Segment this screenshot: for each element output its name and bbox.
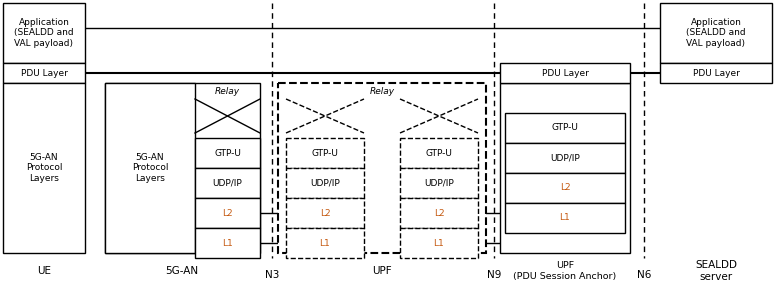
FancyBboxPatch shape — [286, 138, 364, 168]
Text: Application
(SEALDD and
VAL payload): Application (SEALDD and VAL payload) — [686, 18, 746, 48]
Text: UDP/IP: UDP/IP — [424, 179, 454, 187]
Text: L1: L1 — [223, 239, 233, 248]
Text: UDP/IP: UDP/IP — [310, 179, 340, 187]
FancyBboxPatch shape — [278, 83, 486, 253]
Text: Application
(SEALDD and
VAL payload): Application (SEALDD and VAL payload) — [14, 18, 74, 48]
Text: 5G-AN
Protocol
Layers: 5G-AN Protocol Layers — [131, 153, 168, 183]
Text: L2: L2 — [433, 208, 444, 217]
FancyBboxPatch shape — [286, 168, 364, 198]
Text: UE: UE — [37, 266, 51, 276]
FancyBboxPatch shape — [195, 138, 260, 168]
Text: GTP-U: GTP-U — [426, 149, 453, 158]
Text: Relay: Relay — [215, 86, 240, 95]
FancyBboxPatch shape — [3, 83, 85, 253]
Text: L2: L2 — [559, 184, 570, 193]
FancyBboxPatch shape — [400, 198, 478, 228]
FancyBboxPatch shape — [105, 83, 260, 253]
Text: L1: L1 — [320, 239, 331, 248]
Text: 5G-AN
Protocol
Layers: 5G-AN Protocol Layers — [26, 153, 62, 183]
FancyBboxPatch shape — [400, 228, 478, 258]
Text: PDU Layer: PDU Layer — [20, 68, 68, 77]
Text: L2: L2 — [320, 208, 331, 217]
FancyBboxPatch shape — [3, 63, 85, 83]
Text: SEALDD
server: SEALDD server — [695, 260, 737, 282]
FancyBboxPatch shape — [660, 63, 772, 83]
Text: UPF
(PDU Session Anchor): UPF (PDU Session Anchor) — [513, 261, 617, 281]
FancyBboxPatch shape — [505, 173, 625, 203]
Text: UPF: UPF — [372, 266, 392, 276]
FancyBboxPatch shape — [195, 198, 260, 228]
FancyBboxPatch shape — [505, 143, 625, 173]
Text: UDP/IP: UDP/IP — [550, 153, 580, 162]
FancyBboxPatch shape — [400, 138, 478, 168]
Text: PDU Layer: PDU Layer — [692, 68, 739, 77]
Text: L1: L1 — [559, 213, 570, 222]
Text: GTP-U: GTP-U — [552, 123, 578, 132]
FancyBboxPatch shape — [286, 228, 364, 258]
Text: N6: N6 — [637, 270, 651, 280]
FancyBboxPatch shape — [286, 198, 364, 228]
FancyBboxPatch shape — [660, 3, 772, 63]
Text: N9: N9 — [487, 270, 501, 280]
FancyBboxPatch shape — [195, 228, 260, 258]
Text: GTP-U: GTP-U — [311, 149, 338, 158]
FancyBboxPatch shape — [505, 113, 625, 143]
FancyBboxPatch shape — [500, 83, 630, 253]
Text: UDP/IP: UDP/IP — [212, 179, 243, 187]
Text: PDU Layer: PDU Layer — [541, 68, 588, 77]
FancyBboxPatch shape — [3, 3, 85, 63]
Text: L1: L1 — [433, 239, 444, 248]
Text: L2: L2 — [223, 208, 233, 217]
FancyBboxPatch shape — [500, 63, 630, 83]
FancyBboxPatch shape — [505, 203, 625, 233]
FancyBboxPatch shape — [105, 83, 195, 253]
Text: Relay: Relay — [370, 86, 394, 95]
Text: N3: N3 — [265, 270, 279, 280]
FancyBboxPatch shape — [195, 168, 260, 198]
Text: GTP-U: GTP-U — [214, 149, 241, 158]
Text: 5G-AN: 5G-AN — [166, 266, 198, 276]
FancyBboxPatch shape — [400, 168, 478, 198]
